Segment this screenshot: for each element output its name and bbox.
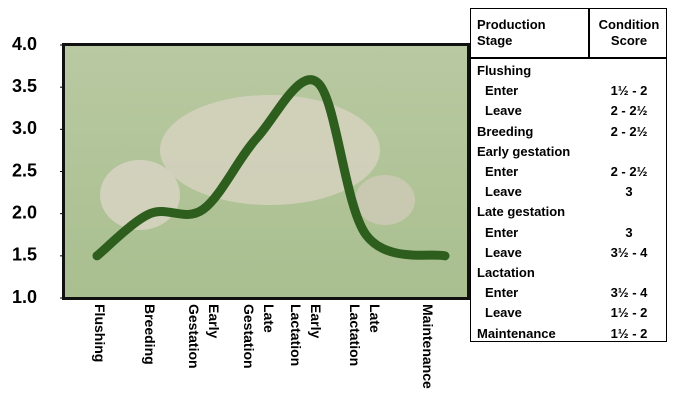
score-cell: 3½ - 4 [589,245,669,260]
stage-cell: Leave [485,103,522,118]
x-tick-label: Maintenance [418,304,438,389]
x-tick-label: Early Gestation [184,304,224,369]
x-tick-label: Late Lactation [345,304,385,366]
table-rule [471,57,666,59]
stage-cell: Flushing [477,63,531,78]
stage-cell: Enter [485,83,518,98]
score-cell: 3½ - 4 [589,285,669,300]
stage-cell: Early gestation [477,144,570,159]
stage-cell: Enter [485,225,518,240]
table-row: Leave 2 - 2½ [471,101,666,121]
y-tick-label: 4.0 [12,34,37,54]
stage-cell: Enter [485,285,518,300]
y-tick-label: 3.0 [12,118,37,138]
table-row: Leave 3½ - 4 [471,243,666,263]
table-row: Breeding 2 - 2½ [471,122,666,142]
score-cell: 3 [589,184,669,199]
stage-cell: Leave [485,305,522,320]
y-tick-label: 2.5 [12,160,37,180]
page: {"chart_data": {"type": "line", "categor… [0,0,676,412]
score-cell: 1½ - 2 [589,326,669,341]
y-tick-label: 1.0 [12,287,37,307]
stage-cell: Breeding [477,124,533,139]
table-row: Leave 3 [471,182,666,202]
table: Production Stage Condition Score Flushin… [470,8,667,342]
score-cell: 1½ - 2 [589,83,669,98]
table-row: Enter 3 [471,223,666,243]
table-row: Leave 1½ - 2 [471,303,666,323]
table-row: Enter 2 - 2½ [471,162,666,182]
table-row: Late gestation [471,202,666,222]
x-tick-label: Breeding [140,304,160,365]
y-tick-label: 1.5 [12,245,37,265]
stage-cell: Leave [485,245,522,260]
y-tick-label: 2.0 [12,202,37,222]
stage-cell: Lactation [477,265,535,280]
stage-cell: Maintenance [477,326,556,341]
x-tick-label: Late Gestation [239,304,279,369]
table-row: Enter 1½ - 2 [471,81,666,101]
table-row: Enter 3½ - 4 [471,283,666,303]
stage-cell: Leave [485,184,522,199]
table-header: Condition Score [589,17,669,49]
score-cell: 3 [589,225,669,240]
table-row: Flushing [471,61,666,81]
y-tick-label: 3.5 [12,76,37,96]
stage-cell: Late gestation [477,204,565,219]
score-cell: 2 - 2½ [589,124,669,139]
table-header: Production Stage [477,17,567,49]
x-tick-label: Early Lactation [286,304,326,366]
sheep-head [355,175,415,225]
table-row: Maintenance 1½ - 2 [471,324,666,344]
score-cell: 1½ - 2 [589,305,669,320]
table-row: Lactation [471,263,666,283]
score-cell: 2 - 2½ [589,164,669,179]
stage-cell: Enter [485,164,518,179]
score-cell: 2 - 2½ [589,103,669,118]
table-row: Early gestation [471,142,666,162]
x-tick-label: Flushing [90,304,110,362]
